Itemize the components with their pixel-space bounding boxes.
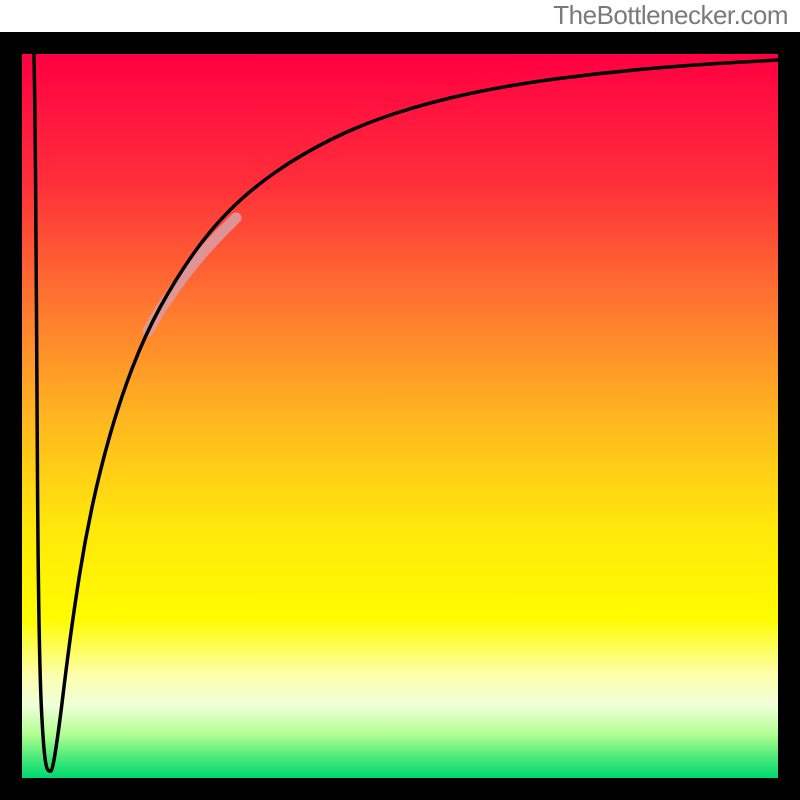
bottleneck-chart	[0, 0, 800, 800]
chart-container: TheBottlenecker.com	[0, 0, 800, 800]
watermark-text: TheBottlenecker.com	[553, 0, 788, 31]
